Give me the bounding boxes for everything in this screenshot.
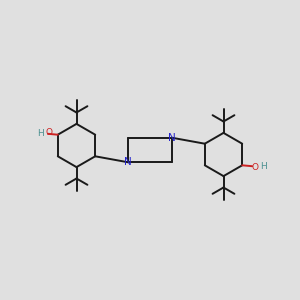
Text: N: N [168, 133, 176, 143]
Text: O: O [252, 163, 259, 172]
Text: H: H [260, 162, 267, 171]
Text: H: H [38, 129, 44, 138]
Text: O: O [45, 128, 52, 137]
Text: N: N [124, 157, 132, 167]
